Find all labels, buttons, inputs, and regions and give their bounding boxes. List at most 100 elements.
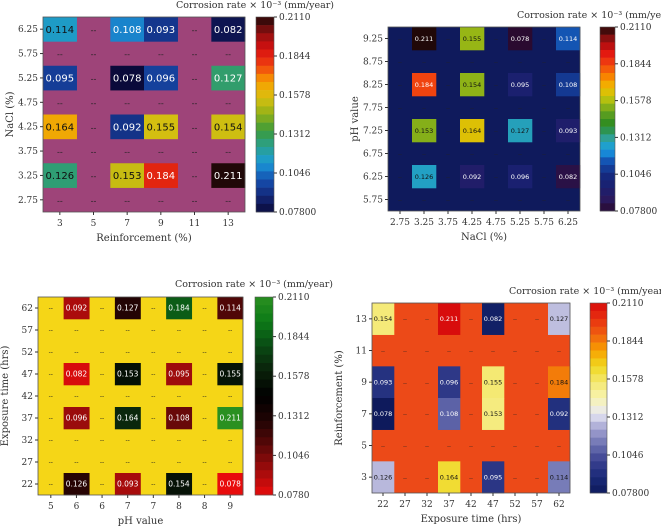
cell-missing-label: -- — [513, 381, 517, 387]
cell-missing-label: -- — [57, 148, 63, 157]
cell-missing-label: -- — [557, 349, 561, 355]
x-tick-label: 37 — [443, 500, 455, 510]
cell-missing-label: -- — [425, 317, 429, 323]
cell-missing-label: -- — [49, 328, 53, 335]
cell-missing-label: -- — [49, 460, 53, 467]
cell-missing-label: -- — [158, 99, 164, 108]
cell-missing-label: -- — [192, 123, 198, 132]
cell-missing-label: -- — [535, 476, 539, 482]
cell-missing-label: -- — [151, 438, 155, 445]
cell-missing-label: -- — [49, 350, 53, 357]
colorbar-tick-label: 0.2110 — [279, 13, 311, 23]
cell-missing-label: -- — [494, 106, 498, 112]
colorbar-segment — [590, 469, 607, 478]
colorbar-segment — [255, 486, 273, 496]
cell-value-label: 0.211 — [219, 414, 241, 423]
x-tick-label: 22 — [377, 500, 388, 510]
cell-missing-label: -- — [557, 444, 561, 450]
colorbar-segment — [255, 305, 273, 314]
cell-value-label: 0.155 — [147, 122, 176, 133]
colorbar-segment — [255, 297, 273, 306]
cell-value-label: 0.153 — [113, 171, 142, 182]
cell-missing-label: -- — [422, 152, 426, 158]
cell-missing-label: -- — [403, 476, 407, 482]
colorbar-segment — [256, 90, 274, 99]
colorbar-segment — [255, 346, 273, 356]
x-tick-label: 42 — [465, 500, 476, 510]
heatmap-cell — [412, 165, 437, 189]
y-tick-label: 9.25 — [363, 35, 383, 45]
colorbar-tick-label: 0.1312 — [612, 413, 644, 423]
colorbar-tick-label: 0.2110 — [612, 299, 644, 309]
cell-missing-label: -- — [100, 482, 104, 489]
colorbar-tick-label: 0.07800 — [279, 208, 316, 218]
colorbar-tick-label: 0.1578 — [279, 91, 311, 101]
colorbar-segment — [256, 187, 274, 197]
colorbar-segment — [600, 134, 615, 143]
y-tick-label: 6.25 — [363, 173, 383, 183]
colorbar-segment — [255, 396, 273, 405]
cell-missing-label: -- — [398, 152, 402, 158]
cell-missing-label: -- — [202, 416, 206, 423]
cell-missing-label: -- — [202, 372, 206, 379]
cell-missing-label: -- — [446, 129, 450, 135]
cell-missing-label: -- — [177, 394, 181, 401]
x-tick-label: 57 — [531, 500, 543, 510]
cell-value-label: 0.078 — [113, 74, 142, 85]
cell-missing-label: -- — [542, 60, 546, 66]
colorbar-segment — [256, 163, 274, 172]
cell-missing-label: -- — [126, 350, 130, 357]
cell-missing-label: -- — [542, 106, 546, 112]
colorbar-frame — [255, 16, 275, 213]
colorbar-segment — [600, 126, 615, 135]
heatmap-cell — [460, 165, 485, 189]
colorbar-segment — [590, 382, 607, 391]
cell-value-label: 0.126 — [66, 480, 88, 489]
cell-value-label: 0.127 — [117, 304, 139, 313]
cell-missing-label: -- — [177, 328, 181, 335]
cell-missing-label: -- — [124, 99, 130, 108]
y-tick-label: 57 — [22, 326, 34, 336]
colorbar-segment — [590, 326, 607, 335]
cell-missing-label: -- — [398, 198, 402, 204]
cell-missing-label: -- — [535, 412, 539, 418]
colorbar-title: Corrosion rate × 10⁻³ (mm/year) — [175, 279, 333, 290]
colorbar-segment — [600, 172, 615, 181]
cell-value-label: 0.164 — [440, 474, 459, 482]
cell-missing-label: -- — [422, 60, 426, 66]
cell-value-label: 0.154 — [463, 81, 482, 89]
x-tick-label: 62 — [553, 500, 564, 510]
colorbar-frame — [254, 296, 274, 496]
colorbar-segment — [256, 41, 274, 50]
cell-missing-label: -- — [422, 106, 426, 112]
colorbar-tick-label: 0.1312 — [620, 133, 652, 143]
cell-missing-label: -- — [192, 50, 198, 59]
cell-missing-label: -- — [398, 175, 402, 181]
cell-missing-label: -- — [57, 50, 63, 59]
cell-missing-label: -- — [192, 172, 198, 181]
cell-missing-label: -- — [192, 75, 198, 84]
cell-missing-label: -- — [535, 444, 539, 450]
colorbar-segment — [255, 404, 273, 413]
y-axis-label: Exposure time (hrs) — [0, 346, 11, 447]
heatmap-cell — [43, 17, 77, 42]
cell-missing-label: -- — [49, 416, 53, 423]
colorbar-segment — [256, 17, 274, 26]
cell-value-label: 0.154 — [374, 315, 393, 323]
cell-missing-label: -- — [494, 198, 498, 204]
colorbar-segment — [590, 421, 607, 430]
colorbar-segment — [256, 179, 274, 188]
colorbar-segment — [600, 111, 615, 120]
y-tick-label: 3.75 — [18, 147, 38, 157]
cell-missing-label: -- — [518, 152, 522, 158]
cell-missing-label: -- — [202, 482, 206, 489]
cell-missing-label: -- — [192, 148, 198, 157]
cell-missing-label: -- — [100, 350, 104, 357]
cell-value-label: 0.164 — [463, 127, 482, 135]
plot-frame — [42, 16, 246, 213]
heatmap-cell — [482, 303, 505, 335]
colorbar-segment — [256, 33, 274, 42]
heatmap-cell — [412, 119, 437, 143]
cell-missing-label: -- — [518, 198, 522, 204]
cell-missing-label: -- — [177, 460, 181, 467]
